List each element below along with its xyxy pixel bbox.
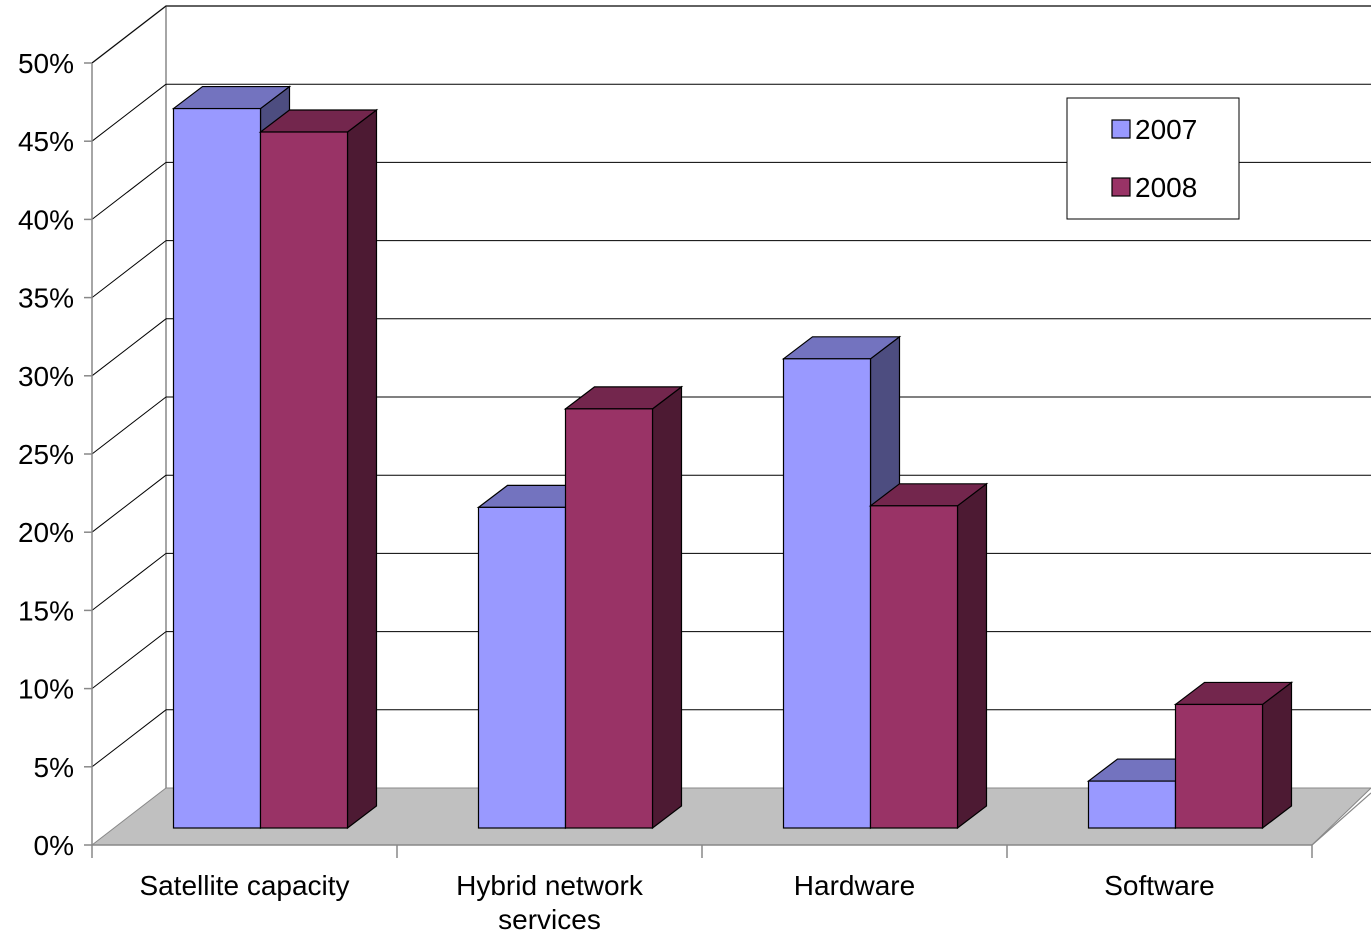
bar-2008-1: [563, 385, 684, 830]
gridline-side-1: [91, 709, 167, 768]
bar-side-face: [651, 385, 683, 830]
y-tick-label-8: 40%: [18, 204, 74, 235]
bar-side-face: [956, 482, 988, 830]
x-tick-labels: Satellite capacity Hybrid network services…: [139, 870, 1214, 935]
y-tick-label-7: 35%: [18, 283, 74, 314]
y-tick-label-6: 30%: [18, 361, 74, 392]
axes: [84, 62, 1371, 858]
legend-label-2007: 2007: [1135, 114, 1197, 145]
x-tick-label-line: Software: [1104, 870, 1215, 901]
x-tick-label-line: Hybrid network: [456, 870, 644, 901]
y-tick-labels: 0% 5% 10% 15% 20% 25% 30% 35% 40% 45% 50%: [18, 48, 74, 861]
bar-front-face: [477, 506, 567, 829]
bar-side-face: [346, 108, 378, 830]
x-tick-label-line: services: [498, 904, 601, 935]
gridline-side-3: [91, 553, 167, 611]
y-tick-label-5: 25%: [18, 439, 74, 470]
legend: 2007 2008: [1066, 97, 1240, 220]
bar-front-face: [259, 131, 349, 829]
x-tick-label-0: Satellite capacity: [139, 870, 349, 901]
bar-front-face: [1087, 780, 1177, 829]
bar-front-face: [782, 358, 872, 829]
legend-box: [1066, 97, 1240, 220]
x-tick-label-2: Hardware: [794, 870, 915, 901]
gridline-side-4: [91, 474, 167, 533]
gridline-side-5: [91, 396, 167, 455]
gridline-side-6: [91, 318, 167, 377]
bar-front-face: [1174, 703, 1264, 829]
y-tick-label-0: 0%: [34, 830, 74, 861]
bar-2008-0: [258, 108, 379, 830]
y-tick-label-3: 15%: [18, 595, 74, 626]
y-tick-label-4: 20%: [18, 517, 74, 548]
y-tick-label-2: 10%: [18, 674, 74, 705]
y-tick-label-9: 45%: [18, 126, 74, 157]
x-tick-label-line: Satellite capacity: [139, 870, 349, 901]
legend-swatch-2007: [1111, 119, 1131, 139]
bar-side-face: [1261, 681, 1293, 830]
y-tick-label-10: 50%: [18, 48, 74, 79]
bars: [171, 85, 1294, 830]
x-tick-label-3: Software: [1104, 870, 1215, 901]
y-tick-label-1: 5%: [34, 752, 74, 783]
x-tick-label-line: Hardware: [794, 870, 915, 901]
gridline-side-2: [91, 631, 167, 689]
legend-label-2008: 2008: [1135, 172, 1197, 203]
bar-front-face: [564, 408, 654, 829]
bar-front-face: [172, 107, 262, 829]
bar-2008-3: [1173, 681, 1294, 830]
x-tick-label-1: Hybrid network services: [456, 870, 644, 935]
bar-2008-2: [868, 482, 989, 830]
gridline-side-7: [91, 240, 167, 298]
bar-front-face: [869, 505, 959, 829]
legend-swatch-2008: [1111, 177, 1131, 197]
floor-right-edge: [1311, 792, 1371, 846]
gridline-side-8: [91, 162, 167, 220]
gridline-side-10: [91, 5, 167, 64]
gridline-side-9: [91, 83, 167, 142]
